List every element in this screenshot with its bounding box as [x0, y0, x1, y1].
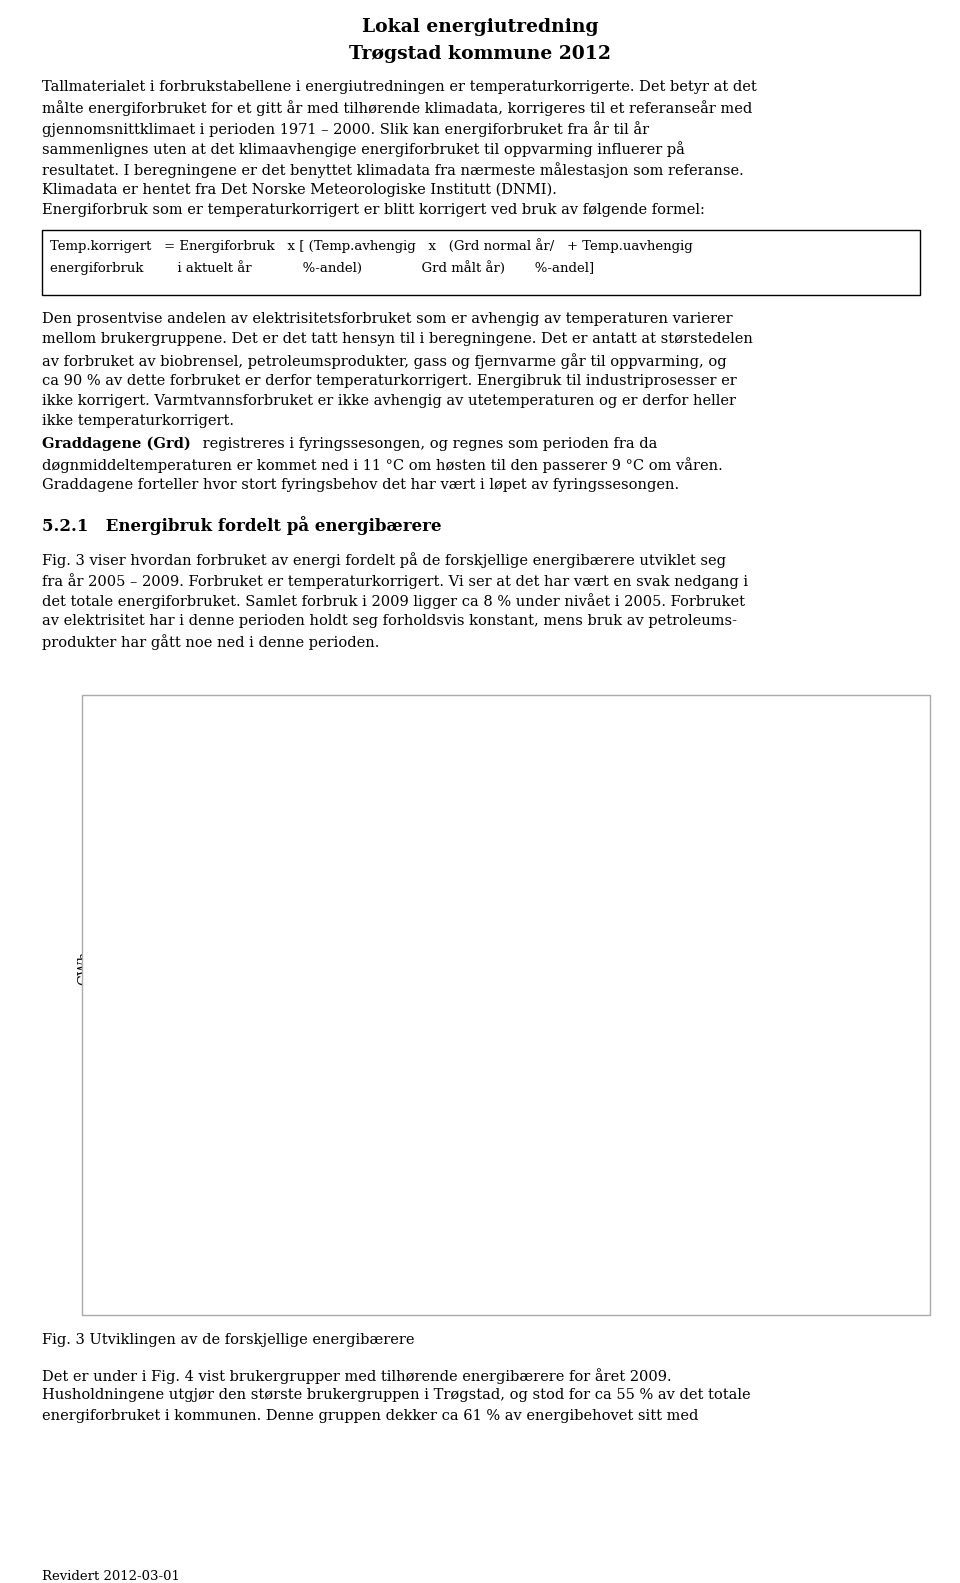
Bar — [335, 918, 413, 1195]
Text: Fig. 3 viser hvordan forbruket av energi fordelt på de forskjellige energibærere: Fig. 3 viser hvordan forbruket av energi… — [42, 552, 726, 568]
Text: ikke korrigert. Varmtvannsforbruket er ikke avhengig av utetemperaturen og er de: ikke korrigert. Varmtvannsforbruket er i… — [42, 394, 736, 408]
Text: produkter har gått noe ned i denne perioden.: produkter har gått noe ned i denne perio… — [42, 635, 379, 651]
Bar — [180, 910, 258, 1195]
Text: Husholdningene utgjør den største brukergruppen i Trøgstad, og stod for ca 55 % : Husholdningene utgjør den største bruker… — [42, 1388, 751, 1403]
Text: Graddagene (Grd): Graddagene (Grd) — [42, 437, 191, 451]
Text: det totale energiforbruket. Samlet forbruk i 2009 ligger ca 8 % under nivået i 2: det totale energiforbruket. Samlet forbr… — [42, 594, 745, 609]
Bar — [490, 915, 567, 1195]
Bar — [180, 863, 258, 866]
Text: Tallmaterialet i forbrukstabellene i energiutredningen er temperaturkorrigerte. : Tallmaterialet i forbrukstabellene i ene… — [42, 81, 756, 93]
Text: Revidert 2012-03-01: Revidert 2012-03-01 — [42, 1570, 180, 1583]
Text: mellom brukergruppene. Det er det tatt hensyn til i beregningene. Det er antatt : mellom brukergruppene. Det er det tatt h… — [42, 332, 753, 347]
Text: Graddagene forteller hvor stort fyringsbehov det har vært i løpet av fyringsseso: Graddagene forteller hvor stort fyringsb… — [42, 478, 679, 492]
Text: ca 90 % av dette forbruket er derfor temperaturkorrigert. Energibruk til industr: ca 90 % av dette forbruket er derfor tem… — [42, 374, 736, 388]
Text: fra år 2005 – 2009. Forbruket er temperaturkorrigert. Vi ser at det har vært en : fra år 2005 – 2009. Forbruket er tempera… — [42, 573, 748, 589]
Legend: Elektrisitet, Petroleumsprodukter, Gass, Biobrensel: Elektrisitet, Petroleumsprodukter, Gass,… — [272, 1257, 785, 1277]
Text: 5.2.1   Energibruk fordelt på energibærere: 5.2.1 Energibruk fordelt på energibærere — [42, 516, 442, 535]
Text: Fig. 3 Utviklingen av de forskjellige energibærere: Fig. 3 Utviklingen av de forskjellige en… — [42, 1333, 415, 1347]
Text: gjennomsnittklimaet i perioden 1971 – 2000. Slik kan energiforbruket fra år til : gjennomsnittklimaet i perioden 1971 – 20… — [42, 120, 649, 136]
Bar — [180, 866, 258, 910]
Text: Lokal energiutredning: Lokal energiutredning — [362, 17, 598, 36]
Text: ikke temperaturkorrigert.: ikke temperaturkorrigert. — [42, 415, 234, 429]
Text: registreres i fyringssesongen, og regnes som perioden fra da: registreres i fyringssesongen, og regnes… — [198, 437, 658, 451]
Bar — [644, 806, 722, 874]
Bar — [490, 890, 567, 915]
Text: energiforbruket i kommunen. Denne gruppen dekker ca 61 % av energibehovet sitt m: energiforbruket i kommunen. Denne gruppe… — [42, 1409, 698, 1423]
Bar — [799, 913, 876, 1195]
Bar — [490, 883, 567, 890]
Bar — [490, 822, 567, 883]
Bar — [799, 883, 876, 885]
Text: Den prosentvise andelen av elektrisitetsforbruket som er avhengig av temperature: Den prosentvise andelen av elektrisitets… — [42, 312, 732, 326]
Text: Temp.korrigert   = Energiforbruk   x [ (Temp.avhengig   x   (Grd normal år/   + : Temp.korrigert = Energiforbruk x [ (Temp… — [50, 237, 693, 253]
Bar — [644, 909, 722, 1195]
Text: Energiforbruk som er temperaturkorrigert er blitt korrigert ved bruk av følgende: Energiforbruk som er temperaturkorrigert… — [42, 203, 705, 217]
Title: Totalt energiforbruk: Totalt energiforbruk — [442, 716, 615, 730]
Bar — [799, 885, 876, 913]
Bar — [335, 879, 413, 882]
Bar — [644, 877, 722, 909]
Text: sammenlignes uten at det klimaavhengige energiforbruket til oppvarming influerer: sammenlignes uten at det klimaavhengige … — [42, 141, 684, 157]
Bar — [799, 825, 876, 883]
Text: Klimadata er hentet fra Det Norske Meteorologiske Institutt (DNMI).: Klimadata er hentet fra Det Norske Meteo… — [42, 182, 557, 196]
Text: resultatet. I beregningene er det benyttet klimadata fra nærmeste målestasjon so: resultatet. I beregningene er det benytt… — [42, 161, 744, 177]
Text: Trøgstad kommune 2012: Trøgstad kommune 2012 — [349, 44, 611, 63]
Text: døgnmiddeltemperaturen er kommet ned i 11 °C om høsten til den passerer 9 °C om : døgnmiddeltemperaturen er kommet ned i 1… — [42, 457, 723, 473]
Bar — [335, 882, 413, 918]
Bar — [644, 874, 722, 877]
Text: målte energiforbruket for et gitt år med tilhørende klimadata, korrigeres til et: målte energiforbruket for et gitt år med… — [42, 100, 753, 117]
Text: av elektrisitet har i denne perioden holdt seg forholdsvis konstant, mens bruk a: av elektrisitet har i denne perioden hol… — [42, 614, 737, 628]
Bar — [335, 812, 413, 879]
Bar — [180, 793, 258, 863]
Y-axis label: GWh: GWh — [77, 950, 91, 985]
Text: av forbruket av biobrensel, petroleumsprodukter, gass og fjernvarme går til oppv: av forbruket av biobrensel, petroleumspr… — [42, 353, 727, 369]
Text: energiforbruk        i aktuelt år            %-andel)              Grd målt år) : energiforbruk i aktuelt år %-andel) Grd … — [50, 260, 594, 275]
Text: Det er under i Fig. 4 vist brukergrupper med tilhørende energibærere for året 20: Det er under i Fig. 4 vist brukergrupper… — [42, 1368, 672, 1384]
